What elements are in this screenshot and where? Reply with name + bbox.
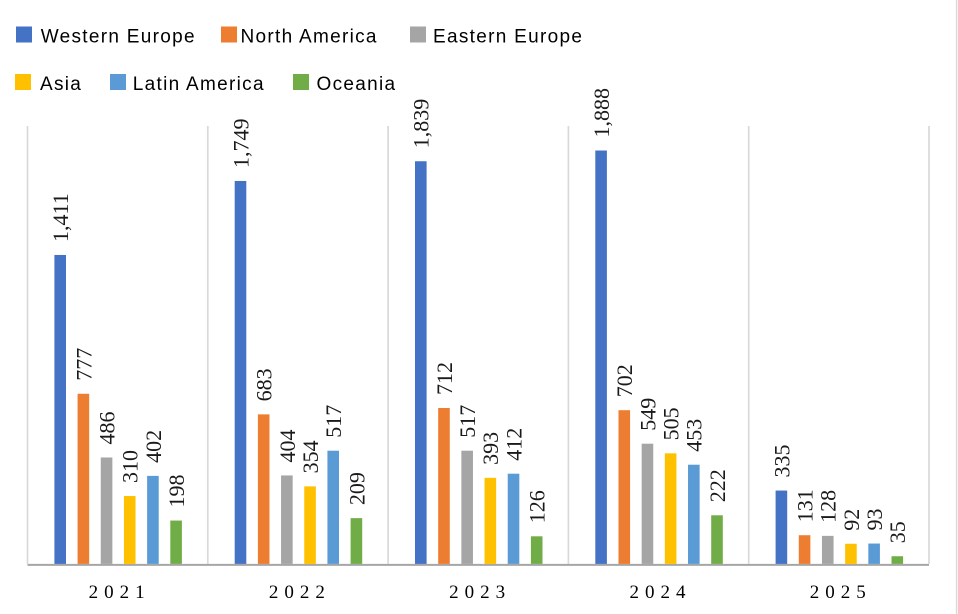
svg-text:393: 393	[478, 432, 503, 465]
svg-text:335: 335	[769, 445, 794, 478]
svg-text:35: 35	[885, 521, 910, 543]
svg-text:549: 549	[635, 398, 660, 431]
svg-text:198: 198	[164, 475, 189, 508]
svg-text:Latin America: Latin America	[133, 74, 265, 95]
svg-text:402: 402	[141, 430, 166, 463]
svg-text:93: 93	[862, 509, 887, 531]
svg-text:1,749: 1,749	[228, 118, 253, 168]
svg-text:1,839: 1,839	[409, 99, 434, 149]
svg-text:2025: 2025	[810, 582, 872, 603]
svg-text:1,888: 1,888	[589, 88, 614, 138]
svg-text:683: 683	[252, 368, 277, 401]
svg-text:412: 412	[501, 428, 526, 461]
svg-text:2024: 2024	[630, 582, 692, 603]
svg-text:404: 404	[275, 429, 300, 462]
svg-text:354: 354	[298, 440, 323, 473]
svg-text:453: 453	[682, 419, 707, 452]
svg-text:2023: 2023	[449, 582, 511, 603]
svg-text:126: 126	[525, 490, 550, 523]
svg-text:92: 92	[839, 509, 864, 531]
svg-text:222: 222	[705, 469, 730, 502]
svg-text:517: 517	[321, 405, 346, 438]
svg-text:517: 517	[455, 405, 480, 438]
svg-text:Western Europe: Western Europe	[41, 26, 196, 47]
svg-text:2022: 2022	[269, 582, 331, 603]
svg-text:Asia: Asia	[40, 74, 82, 95]
svg-text:North America: North America	[241, 26, 378, 47]
svg-text:1,411: 1,411	[48, 193, 73, 242]
svg-text:777: 777	[71, 348, 96, 381]
svg-text:128: 128	[816, 490, 841, 523]
svg-text:702: 702	[612, 364, 637, 397]
svg-text:310: 310	[118, 450, 143, 483]
svg-text:2021: 2021	[89, 582, 151, 603]
svg-text:486: 486	[94, 411, 119, 444]
svg-text:Oceania: Oceania	[317, 74, 397, 95]
svg-text:712: 712	[432, 362, 457, 395]
svg-text:Eastern Europe: Eastern Europe	[433, 26, 583, 47]
svg-text:505: 505	[659, 407, 684, 440]
svg-text:209: 209	[344, 472, 369, 505]
svg-text:131: 131	[792, 489, 817, 522]
